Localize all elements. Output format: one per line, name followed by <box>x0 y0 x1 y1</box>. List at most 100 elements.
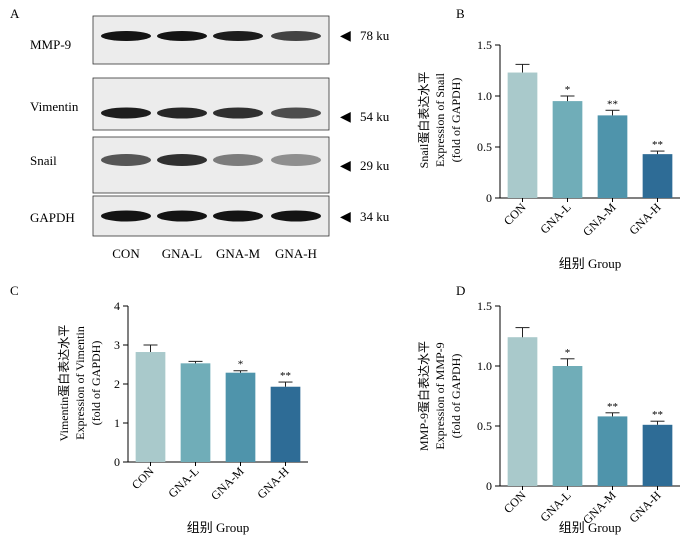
x-axis-label-d: 组别 Group <box>559 520 621 535</box>
y-axis-label-d-line-2: (fold of GAPDH) <box>449 354 463 439</box>
y-tick-label-d-2: 1.0 <box>477 359 492 373</box>
band-mmp9-gna-m <box>213 31 263 41</box>
panel-label-a: A <box>10 6 20 21</box>
y-tick-label-c-0: 0 <box>114 455 120 469</box>
arrow-icon-gapdh: ◀ <box>340 210 351 225</box>
y-axis-label-b-line-0: Snail蛋白表达水平 <box>416 72 431 169</box>
x-tick-label-b-1: GNA-L <box>537 200 573 236</box>
western-blot: MMP-9 ◀ 78 ku Vimentin ◀ 54 ku Snail ◀ 2… <box>30 15 390 261</box>
x-axis-label-b: 组别 Group <box>559 256 621 271</box>
y-axis-label-b-line-1: Expression of Snail <box>433 72 447 167</box>
protein-label-mmp9: MMP-9 <box>30 37 71 52</box>
y-axis-label-d-line-0: MMP-9蛋白表达水平 <box>416 341 431 451</box>
band-vimentin-gna-l <box>157 107 207 119</box>
bar-b-gna-m <box>597 115 628 198</box>
x-axis-label-c: 组别 Group <box>187 520 249 535</box>
band-vimentin-gna-m <box>213 107 263 119</box>
panel-label-c: C <box>10 283 19 298</box>
band-gapdh-gna-m <box>213 210 263 222</box>
bar-c-gna-m <box>225 372 256 462</box>
bar-c-con <box>135 352 166 462</box>
band-mmp9-con <box>101 31 151 41</box>
protein-label-snail: Snail <box>30 153 57 168</box>
bar-b-gna-l <box>552 101 583 198</box>
bar-d-gna-m <box>597 416 628 486</box>
y-tick-label-b-0: 0 <box>486 191 492 205</box>
band-gapdh-gna-l <box>157 210 207 222</box>
band-vimentin-gna-h <box>271 107 321 119</box>
bar-d-gna-h <box>642 424 673 486</box>
protein-label-vimentin: Vimentin <box>30 99 79 114</box>
x-tick-label-d-3: GNA-H <box>626 488 663 525</box>
blot-background-vimentin <box>92 77 330 131</box>
panel-label-d: D <box>456 283 465 298</box>
arrow-icon-snail: ◀ <box>340 159 351 174</box>
blot-row-snail: Snail ◀ 29 ku <box>30 136 390 194</box>
significance-mark-c-2: * <box>238 359 244 371</box>
y-axis-label-c-line-2: (fold of GAPDH) <box>89 341 103 426</box>
lane-label-con: CON <box>112 246 140 261</box>
y-tick-label-d-1: 0.5 <box>477 419 492 433</box>
bar-b-gna-h <box>642 154 673 198</box>
bar-d-gna-l <box>552 366 583 486</box>
band-mmp9-gna-l <box>157 31 207 41</box>
size-label-mmp9: 78 ku <box>360 28 390 43</box>
size-label-snail: 29 ku <box>360 158 390 173</box>
x-tick-label-c-2: GNA-M <box>208 464 247 503</box>
blot-row-vimentin: Vimentin ◀ 54 ku <box>30 77 390 131</box>
significance-mark-d-1: * <box>565 347 571 359</box>
band-snail-gna-h <box>271 154 321 166</box>
y-axis-label-c-line-1: Expression of Vimentin <box>73 326 87 440</box>
bar-b-con <box>507 72 538 198</box>
y-tick-label-b-3: 1.5 <box>477 38 492 52</box>
blot-row-gapdh: GAPDH ◀ 34 ku <box>30 195 390 237</box>
size-label-vimentin: 54 ku <box>360 109 390 124</box>
blot-bands <box>101 31 321 222</box>
lane-label-gna-l: GNA-L <box>162 246 202 261</box>
x-tick-label-d-0: CON <box>501 488 529 516</box>
band-mmp9-gna-h <box>271 31 321 41</box>
significance-mark-b-3: ** <box>652 139 663 151</box>
bar-d-con <box>507 337 538 486</box>
arrow-icon-vimentin: ◀ <box>340 110 351 125</box>
x-tick-label-b-3: GNA-H <box>626 200 663 237</box>
x-tick-label-b-2: GNA-M <box>580 200 619 239</box>
significance-mark-d-3: ** <box>652 409 663 421</box>
bar-c-gna-h <box>270 386 301 462</box>
size-label-gapdh: 34 ku <box>360 209 390 224</box>
arrow-icon-mmp9: ◀ <box>340 29 351 44</box>
significance-mark-b-2: ** <box>607 98 618 110</box>
band-gapdh-con <box>101 210 151 222</box>
significance-mark-c-3: ** <box>280 370 291 382</box>
x-tick-label-b-0: CON <box>501 200 529 228</box>
x-tick-label-c-0: CON <box>129 464 157 492</box>
band-snail-con <box>101 154 151 166</box>
y-tick-label-d-0: 0 <box>486 479 492 493</box>
y-tick-label-c-3: 3 <box>114 338 120 352</box>
blot-row-mmp9: MMP-9 ◀ 78 ku <box>30 15 390 65</box>
y-axis-label-d-line-1: Expression of MMP-9 <box>433 342 447 449</box>
y-axis-label-c-line-0: Vimentin蛋白表达水平 <box>56 325 71 442</box>
panel-label-b: B <box>456 6 465 21</box>
band-gapdh-gna-h <box>271 210 321 222</box>
lane-label-gna-m: GNA-M <box>216 246 260 261</box>
lane-label-gna-h: GNA-H <box>275 246 317 261</box>
bar-c-gna-l <box>180 363 211 462</box>
chart-c-vimentin: 0 1 2 3 4 CON GNA-L * GNA-M ** GNA-H 组别 Group Viment… <box>56 299 308 535</box>
significance-mark-b-1: * <box>565 84 571 96</box>
band-snail-gna-m <box>213 154 263 166</box>
chart-b-snail: 0 0.5 1.0 1.5 CON * GNA-L ** GNA-M ** GNA-H 组别 Grou… <box>416 38 680 271</box>
y-tick-label-b-1: 0.5 <box>477 140 492 154</box>
band-vimentin-con <box>101 107 151 119</box>
y-axis-label-b-line-2: (fold of GAPDH) <box>449 78 463 163</box>
x-tick-label-c-1: GNA-L <box>165 464 201 500</box>
x-tick-label-c-3: GNA-H <box>254 464 291 501</box>
protein-label-gapdh: GAPDH <box>30 210 75 225</box>
significance-mark-d-2: ** <box>607 401 618 413</box>
y-tick-label-c-1: 1 <box>114 416 120 430</box>
y-tick-label-d-3: 1.5 <box>477 299 492 313</box>
y-tick-label-c-4: 4 <box>114 299 120 313</box>
band-snail-gna-l <box>157 154 207 166</box>
